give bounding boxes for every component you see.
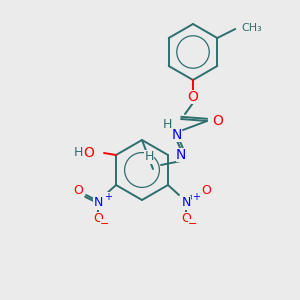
Text: −: − — [100, 219, 110, 229]
Text: O: O — [188, 90, 198, 104]
Text: N: N — [172, 128, 182, 142]
Text: H: H — [74, 146, 83, 160]
Text: N: N — [93, 196, 103, 209]
Text: O: O — [181, 212, 191, 226]
Text: N: N — [176, 148, 186, 162]
Text: O: O — [73, 184, 83, 196]
Text: O: O — [213, 114, 224, 128]
Text: N: N — [181, 196, 191, 209]
Text: +: + — [192, 192, 200, 202]
Text: +: + — [104, 192, 112, 202]
Text: H: H — [144, 151, 154, 164]
Text: −: − — [188, 219, 198, 229]
Text: CH₃: CH₃ — [241, 23, 262, 33]
Text: H: H — [162, 118, 172, 131]
Text: O: O — [93, 212, 103, 226]
Text: O: O — [201, 184, 211, 196]
Text: O: O — [83, 146, 94, 160]
